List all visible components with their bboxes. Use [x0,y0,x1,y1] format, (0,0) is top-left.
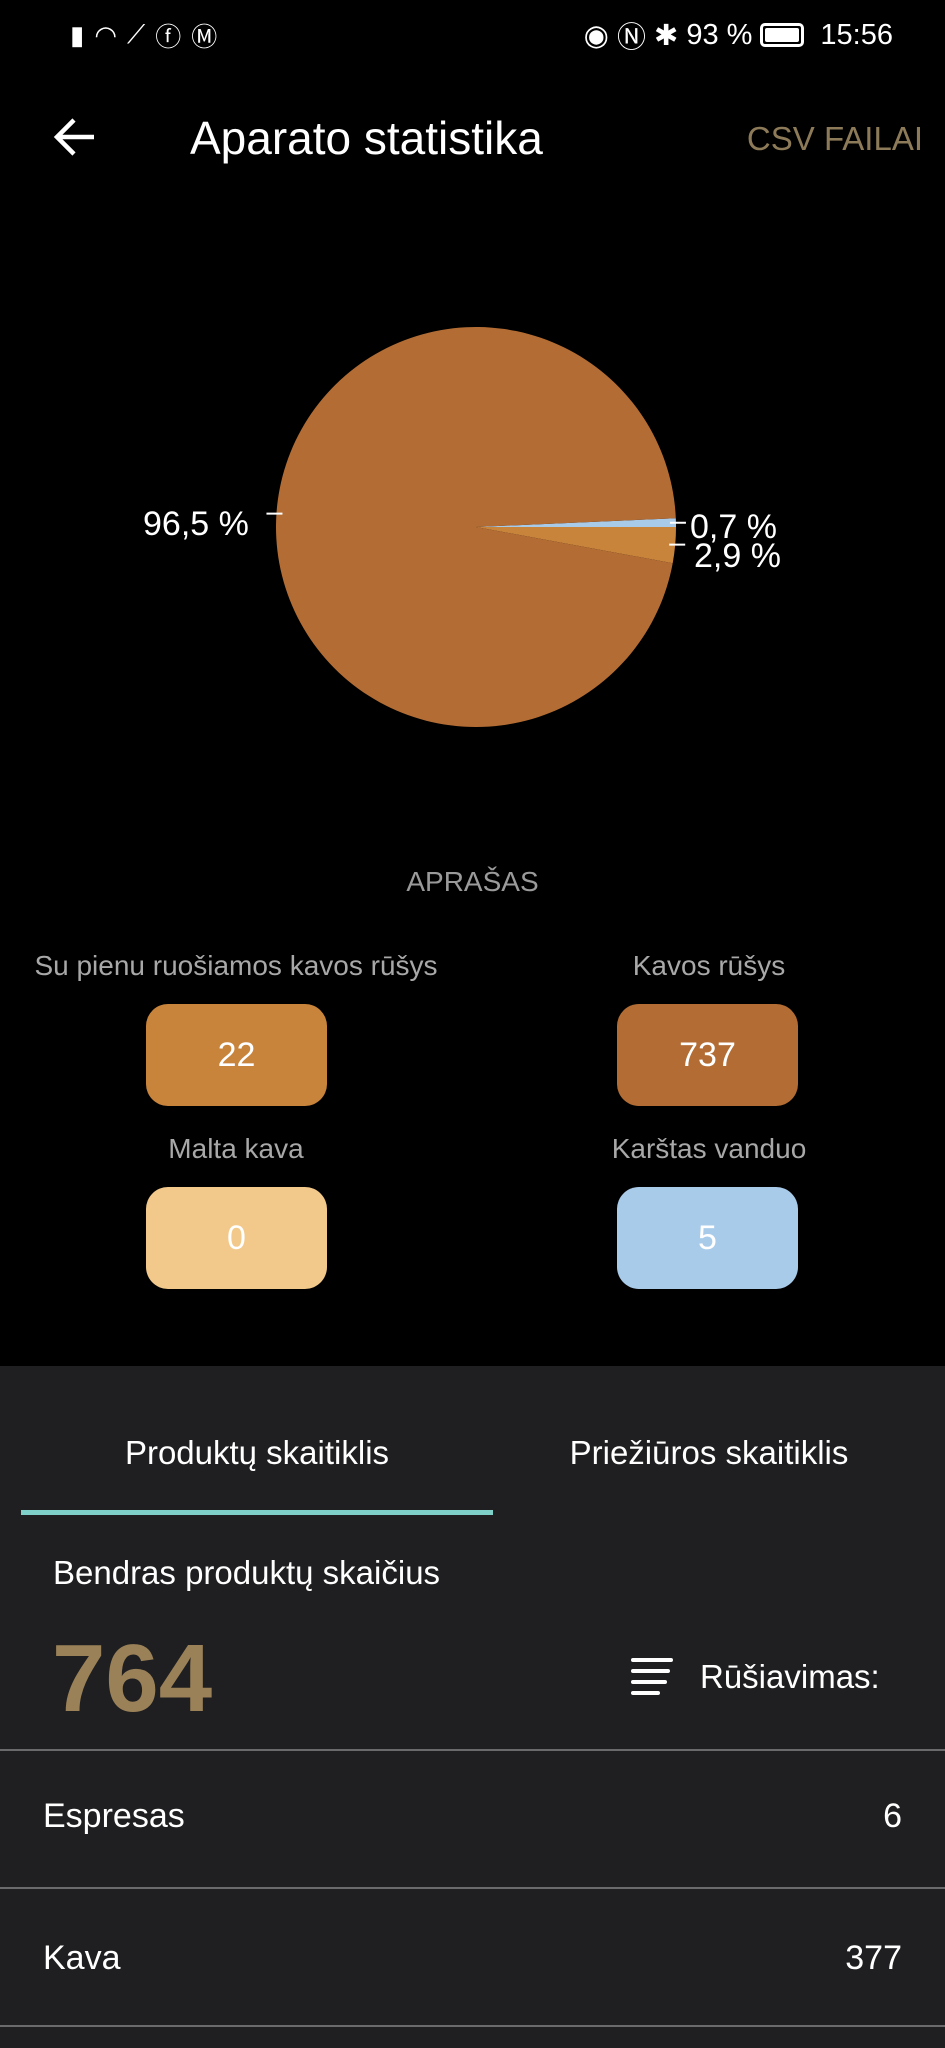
nfc-icon: Ⓝ [616,22,646,54]
page-title: Aparato statistika [190,112,543,164]
pie-label-karstas-vanduo: 0,7 % [690,508,777,546]
csv-files-button[interactable]: CSV FAILAI [746,120,923,157]
battery-percent: 93 % [686,18,753,51]
total-products-label: Bendras produktų skaičius [53,1554,441,1591]
legend-label: Kavos rūšys [632,950,786,981]
status-bar: ▮ ◠ ⟋ ⓕ Ⓜ ◉ Ⓝ ✱ 93 % 15:56 [0,14,945,56]
legend-value-box: 5 [617,1187,798,1289]
back-arrow-icon[interactable] [50,112,100,162]
steps-icon: ⟋ [127,19,146,49]
divider [0,1887,945,1889]
tab-maintenance-counter[interactable]: Priežiūros skaitiklis [569,1434,849,1471]
pie-slice [476,518,676,527]
product-name: Espresas [43,1797,185,1835]
sort-icon [631,1658,673,1695]
pie-chart [266,326,686,727]
status-icons-right: ◉ Ⓝ ✱ 93 % 15:56 [584,14,893,56]
legend-label: Malta kava [168,1133,304,1164]
legend-value-box: 737 [617,1004,798,1106]
signal-icon: ▮ [70,19,85,50]
wifi-icon: ◠ [94,19,117,50]
facebook-icon: ⓕ [155,21,182,52]
sort-label: Rūšiavimas: [700,1658,880,1695]
eye-icon: ◉ [583,19,609,52]
counter-panel: Produktų skaitiklis Priežiūros skaitikli… [0,1366,945,2048]
tab-product-counter[interactable]: Produktų skaitiklis [124,1434,390,1471]
pie-label-kavos-rusys: 96,5 % [143,505,249,543]
pie-slice [476,527,676,564]
legend-value-box: 0 [146,1187,327,1289]
list-item[interactable]: Kava 377 [0,1889,945,2024]
legend-label: Su pienu ruošiamos kavos rūšys [34,950,438,981]
gmail-icon: Ⓜ [191,21,218,52]
total-products-value: 764 [52,1625,213,1732]
battery-icon [760,23,805,47]
legend-title: APRAŠAS [406,866,539,897]
legend-label: Karštas vanduo [611,1133,807,1164]
pie-slice [275,326,676,727]
product-name: Kava [43,1939,121,1977]
list-item[interactable]: Espresas 6 [0,1751,945,1886]
legend-value-box: 22 [146,1004,327,1106]
clock: 15:56 [820,18,893,51]
bluetooth-icon: ✱ [654,19,679,52]
status-icons-left: ▮ ◠ ⟋ ⓕ Ⓜ [70,14,217,56]
sort-button[interactable]: Rūšiavimas: [630,1656,880,1698]
product-count: 377 [845,1939,902,1977]
active-tab-indicator [21,1510,493,1515]
divider [0,2025,945,2027]
pie-label-su-pienu: 2,9 % [694,537,781,575]
divider [0,1749,945,1751]
product-count: 6 [883,1797,902,1835]
